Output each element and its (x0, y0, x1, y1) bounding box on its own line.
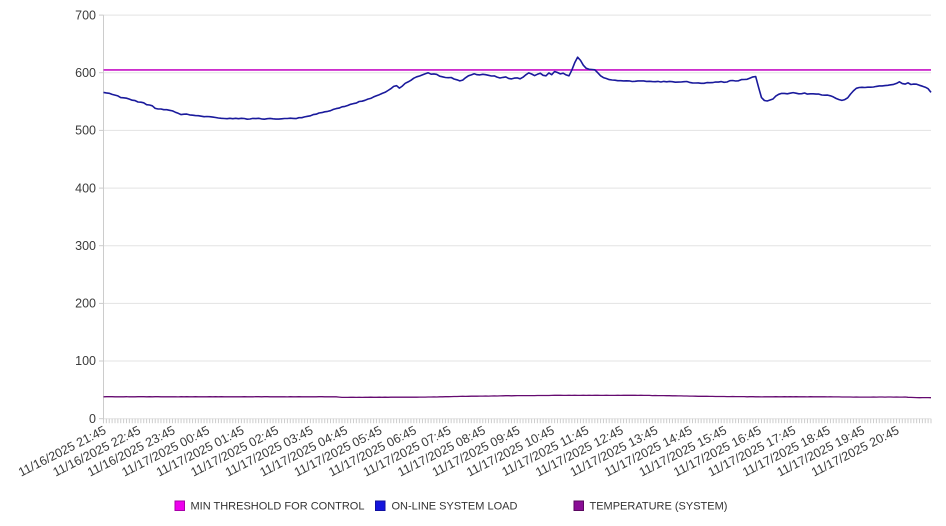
svg-text:ON-LINE SYSTEM LOAD: ON-LINE SYSTEM LOAD (392, 501, 518, 513)
svg-text:0: 0 (89, 412, 96, 426)
svg-text:MIN THRESHOLD FOR CONTROL: MIN THRESHOLD FOR CONTROL (191, 501, 365, 513)
svg-text:700: 700 (75, 8, 96, 22)
svg-text:500: 500 (75, 124, 96, 138)
svg-text:200: 200 (75, 297, 96, 311)
svg-text:TEMPERATURE (SYSTEM): TEMPERATURE (SYSTEM) (590, 501, 728, 513)
svg-text:600: 600 (75, 66, 96, 80)
svg-text:300: 300 (75, 239, 96, 253)
svg-text:100: 100 (75, 354, 96, 368)
svg-text:400: 400 (75, 181, 96, 195)
